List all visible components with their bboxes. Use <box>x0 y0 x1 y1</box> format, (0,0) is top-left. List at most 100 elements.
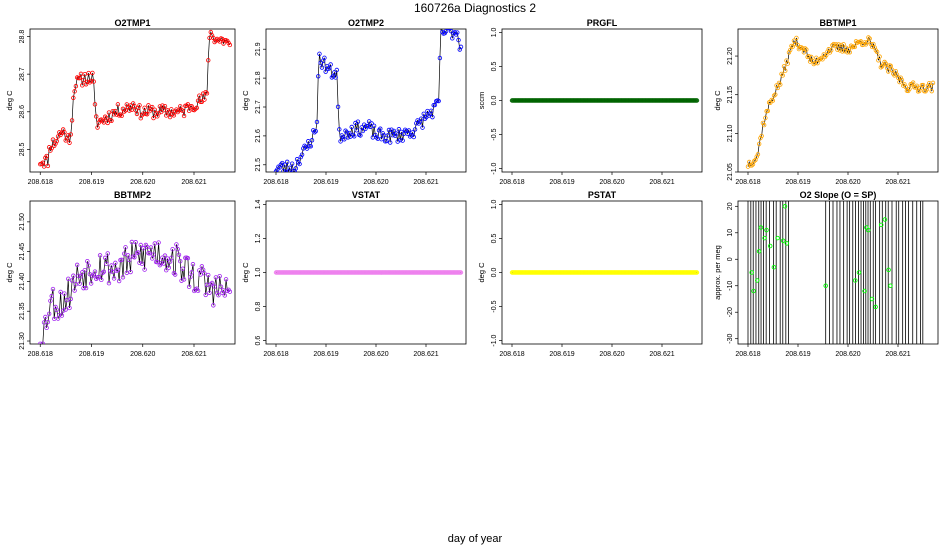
data-point <box>898 75 903 80</box>
data-point <box>40 160 45 165</box>
data-point <box>755 278 760 283</box>
data-point <box>360 128 366 134</box>
data-point <box>786 50 792 55</box>
y-tick-label: -10 <box>727 281 734 291</box>
data-point <box>151 252 156 257</box>
data-point <box>833 42 839 47</box>
data-point <box>800 46 805 51</box>
data-point <box>72 288 77 293</box>
data-point <box>169 107 174 112</box>
series-prgfl <box>509 98 700 103</box>
y-tick-label: 21.20 <box>727 47 734 65</box>
data-point <box>283 169 289 172</box>
data-point <box>907 86 912 92</box>
data-point <box>179 278 184 283</box>
series-line <box>275 29 462 172</box>
data-point <box>212 284 217 289</box>
data-point <box>186 284 192 290</box>
data-point <box>71 95 76 101</box>
data-point <box>801 50 807 55</box>
data-point <box>137 103 142 108</box>
data-point <box>334 67 340 73</box>
data-point <box>214 290 220 295</box>
data-point <box>213 275 219 280</box>
y-tick-label: 0.6 <box>255 336 262 346</box>
data-point <box>429 108 434 114</box>
data-point <box>456 37 461 43</box>
data-point <box>90 70 95 76</box>
data-point <box>297 161 302 167</box>
data-point <box>100 270 105 276</box>
y-tick-label: 21.15 <box>727 86 734 104</box>
y-tick-label: 21.30 <box>19 332 26 350</box>
data-point <box>74 262 80 268</box>
data-point <box>355 119 361 124</box>
data-point <box>378 126 383 131</box>
data-point <box>123 245 128 250</box>
plot-frame <box>29 200 236 345</box>
series-pstat <box>509 270 700 275</box>
data-point <box>455 30 460 35</box>
data-point <box>192 107 197 113</box>
data-point <box>828 48 834 53</box>
data-point <box>105 120 110 126</box>
y-tick-label: -0.5 <box>491 128 498 140</box>
data-point <box>883 61 889 66</box>
data-point <box>58 289 63 295</box>
data-point <box>164 268 169 273</box>
data-point <box>92 102 98 107</box>
plot-frame <box>265 28 467 173</box>
data-point <box>928 83 933 88</box>
data-point <box>838 42 844 48</box>
data-point <box>371 123 377 128</box>
data-point <box>314 119 320 125</box>
x-tick-label: 208.621 <box>413 351 438 358</box>
data-point <box>146 103 151 108</box>
y-tick-label: 28.7 <box>19 67 26 81</box>
data-point <box>282 162 287 167</box>
data-point <box>840 49 845 54</box>
data-point <box>358 133 363 138</box>
data-point <box>443 29 449 34</box>
series-bbtmp2 <box>38 239 233 344</box>
data-point <box>82 71 87 77</box>
series-marks <box>38 29 233 169</box>
y-tick-label: -1.0 <box>491 334 498 346</box>
data-point <box>458 44 464 50</box>
data-point <box>162 104 168 109</box>
data-point <box>156 240 161 245</box>
data-point <box>432 102 438 108</box>
data-point <box>198 272 203 277</box>
data-point <box>847 50 853 55</box>
data-point <box>50 137 56 142</box>
data-point <box>203 89 208 95</box>
data-point <box>765 108 771 114</box>
data-point <box>293 166 299 171</box>
data-point <box>903 84 908 90</box>
data-point <box>104 261 109 267</box>
data-point <box>758 225 764 230</box>
data-point <box>178 104 183 109</box>
data-point <box>148 245 154 250</box>
data-point <box>155 259 160 265</box>
y-axis-label: deg C <box>241 262 250 283</box>
data-point <box>379 137 384 142</box>
data-point <box>128 269 133 275</box>
data-point <box>313 129 318 134</box>
data-point <box>778 82 783 87</box>
data-point <box>54 138 59 144</box>
data-point <box>85 258 90 264</box>
data-point <box>88 281 94 286</box>
x-tick-label: 208.620 <box>835 351 860 358</box>
data-point <box>759 133 764 139</box>
data-point <box>694 270 700 275</box>
data-point <box>792 41 798 47</box>
data-point <box>394 131 399 136</box>
data-point <box>113 260 118 266</box>
data-point <box>203 292 208 298</box>
panel-vstat: VSTAT 208.618 208.619 208.620 208.621 0.6 0.8 1… <box>241 190 467 358</box>
data-point <box>77 75 82 81</box>
data-point <box>60 308 66 313</box>
data-point <box>881 62 886 67</box>
chart-panels: O2TMP1 208.618 208.619 208.620 208.621 28.5 28… <box>5 18 939 358</box>
